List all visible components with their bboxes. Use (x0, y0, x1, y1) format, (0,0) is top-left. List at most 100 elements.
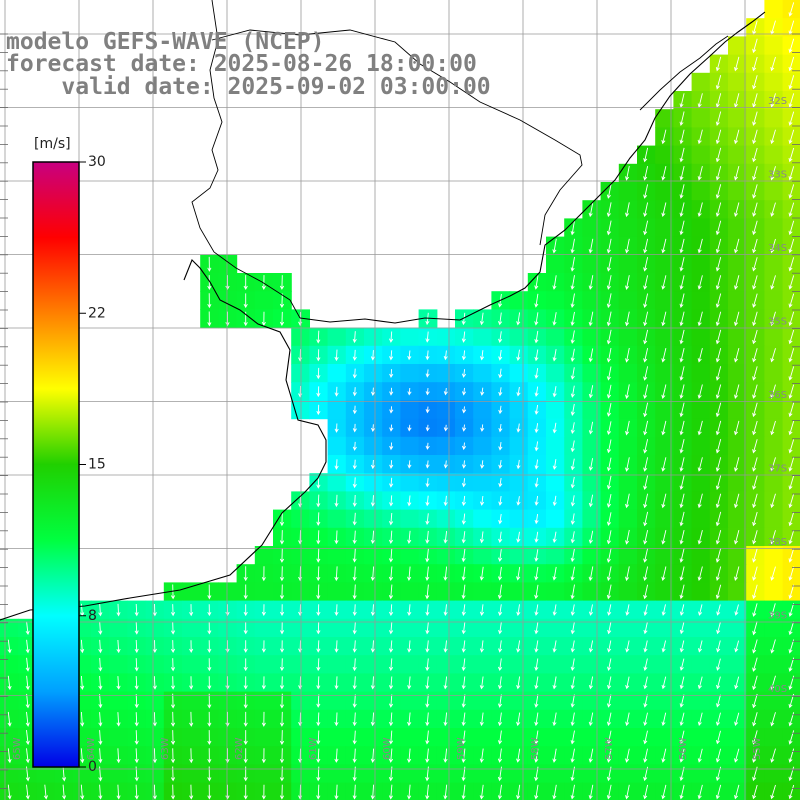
wind-cell (764, 0, 784, 19)
wind-arrow (643, 384, 649, 400)
wind-arrow (352, 640, 357, 653)
wind-arrow (207, 604, 212, 617)
wind-arrow (679, 712, 685, 727)
wind-arrow (588, 458, 594, 471)
wind-cell (691, 655, 711, 674)
wind-arrow (534, 293, 539, 308)
wind-arrow (498, 496, 503, 506)
wind-arrow (679, 220, 685, 236)
wind-arrow (370, 640, 375, 653)
wind-arrow (770, 493, 776, 509)
wind-arrow (734, 712, 740, 727)
wind-cell (655, 400, 674, 420)
wind-arrow (243, 604, 248, 617)
wind-arrow (606, 293, 612, 309)
wind-arrow (788, 493, 795, 509)
wind-cell (218, 764, 238, 784)
wind-arrow (225, 676, 230, 690)
wind-arrow (479, 350, 485, 361)
wind-cell (473, 582, 492, 602)
wind-arrow (207, 293, 212, 309)
wind-arrow (497, 784, 502, 800)
wind-arrow (189, 676, 194, 690)
wind-arrow (788, 238, 795, 254)
wind-arrow (752, 75, 758, 90)
wind-arrow (697, 784, 703, 800)
wind-cell (655, 728, 674, 747)
wind-arrow (697, 640, 703, 653)
wind-arrow (25, 693, 30, 709)
wind-cell (618, 473, 638, 492)
wind-cell (691, 364, 711, 383)
wind-arrow (643, 166, 649, 181)
wind-cell (327, 655, 347, 674)
wind-arrow (715, 329, 722, 345)
wind-arrow (788, 566, 795, 581)
wind-arrow (770, 348, 776, 363)
wind-arrow (7, 675, 12, 691)
wind-arrow (98, 675, 103, 690)
wind-arrow (715, 730, 721, 745)
wind-arrow (534, 730, 539, 745)
latitude-label: 32S (768, 96, 787, 107)
wind-arrow (407, 495, 412, 507)
wind-cell (436, 436, 456, 456)
wind-arrow (679, 694, 685, 708)
wind-arrow (788, 366, 795, 381)
wind-cell (655, 327, 674, 347)
wind-arrow (170, 658, 176, 672)
wind-arrow (588, 385, 594, 399)
wind-arrow (552, 422, 557, 434)
wind-cell (509, 327, 529, 347)
wind-arrow (152, 748, 157, 764)
wind-arrow (716, 640, 721, 653)
wind-arrow (643, 329, 649, 345)
wind-arrow (734, 165, 740, 181)
wind-arrow (606, 238, 612, 254)
wind-arrow (788, 530, 795, 545)
wind-arrow (497, 712, 503, 727)
wind-arrow (425, 584, 430, 600)
wind-arrow (316, 730, 321, 745)
wind-arrow (407, 424, 412, 432)
wind-arrow (461, 331, 466, 343)
wind-arrow (389, 350, 394, 361)
wind-cell (400, 728, 420, 747)
wind-arrow (389, 406, 394, 414)
wind-arrow (425, 478, 430, 488)
wind-arrow (497, 566, 503, 581)
wind-arrow (570, 748, 575, 763)
wind-arrow (316, 330, 321, 344)
wind-arrow (134, 748, 139, 764)
wind-arrow (243, 748, 248, 764)
wind-cell (364, 436, 383, 456)
wind-arrow (207, 693, 212, 709)
wind-arrow (207, 658, 212, 672)
wind-arrow (352, 548, 357, 563)
wind-arrow (280, 640, 285, 653)
wind-arrow (715, 293, 722, 309)
colorbar-tick-label: 22 (88, 305, 106, 321)
wind-arrow (588, 530, 594, 544)
wind-arrow (625, 529, 630, 545)
wind-arrow (552, 604, 557, 616)
wind-arrow (679, 129, 685, 145)
wind-arrow (407, 676, 412, 690)
wind-arrow (279, 784, 285, 800)
wind-cell (182, 618, 201, 638)
wind-arrow (534, 748, 539, 763)
wind-arrow (388, 730, 394, 745)
wind-arrow (788, 75, 795, 90)
wind-arrow (570, 712, 575, 727)
wind-cell (473, 691, 492, 711)
wind-arrow (170, 622, 176, 635)
wind-arrow (606, 184, 612, 199)
wind-arrow (279, 311, 285, 327)
latitude-label: 36S (768, 390, 787, 401)
wind-arrow (697, 93, 703, 108)
wind-arrow (279, 711, 285, 727)
wind-arrow (697, 202, 703, 218)
wind-arrow (607, 658, 612, 672)
wind-arrow (570, 238, 575, 254)
wind-arrow (261, 311, 266, 327)
